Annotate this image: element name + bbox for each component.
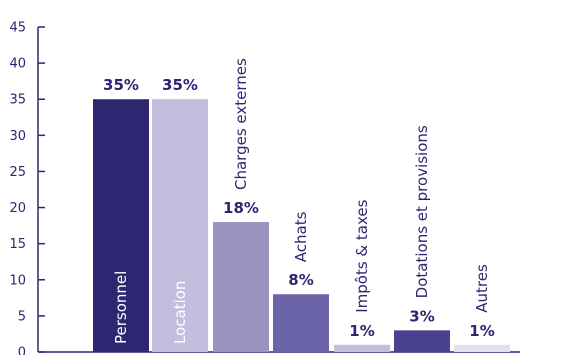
data-label: 8%	[288, 271, 313, 289]
data-label: 1%	[469, 322, 494, 340]
category-label: Charges externes	[232, 58, 250, 190]
y-tick-label: 10	[9, 273, 26, 288]
data-label: 3%	[409, 307, 434, 325]
y-tick-label: 20	[9, 201, 26, 216]
y-tick-label: 0	[18, 346, 26, 355]
data-label: 35%	[162, 76, 198, 94]
bars	[93, 99, 510, 352]
bar	[152, 99, 208, 352]
category-label: Impôts & taxes	[353, 199, 371, 312]
labels: 35% Personnel 35% Location 18% Charges extern…	[103, 58, 495, 344]
y-tick-label: 30	[9, 129, 26, 144]
category-label: Location	[171, 281, 189, 344]
data-label: 35%	[103, 76, 139, 94]
y-tick-label: 15	[9, 237, 26, 252]
data-label: 1%	[349, 322, 374, 340]
bar	[334, 344, 390, 352]
y-tick-label: 25	[9, 165, 26, 180]
bar	[273, 294, 329, 352]
y-tick-label: 35	[9, 93, 26, 108]
category-label: Dotations et provisions	[413, 125, 431, 298]
category-label: Autres	[473, 264, 491, 313]
y-tick-label: 40	[9, 57, 26, 72]
y-tick-label: 5	[18, 309, 26, 324]
category-label: Personnel	[112, 271, 130, 344]
category-label: Achats	[292, 211, 310, 262]
bar	[454, 344, 510, 352]
bar	[213, 222, 269, 352]
bar	[394, 330, 450, 352]
bar	[93, 99, 149, 352]
data-label: 18%	[223, 199, 259, 217]
y-tick-label: 45	[9, 21, 26, 36]
